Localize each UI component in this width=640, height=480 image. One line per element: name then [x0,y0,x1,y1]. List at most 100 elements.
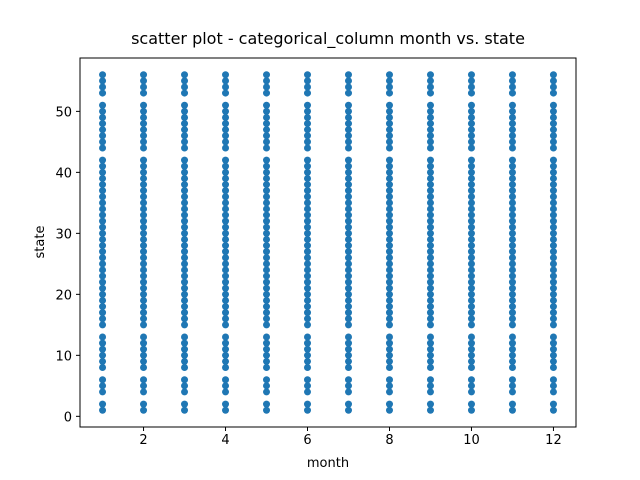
point [426,254,434,262]
point [263,242,271,250]
point [181,113,189,121]
point [181,229,189,237]
point [467,272,475,280]
point [385,290,393,298]
point [426,248,434,256]
point [181,217,189,225]
point [99,107,107,115]
point [467,144,475,152]
point [304,242,312,250]
point [222,101,230,109]
point [426,315,434,323]
point [426,144,434,152]
point [549,162,557,170]
point [467,193,475,201]
point [99,357,107,365]
point [263,120,271,128]
point [344,113,352,121]
point [263,254,271,262]
point [549,187,557,195]
point [508,364,516,372]
point [304,345,312,353]
point [467,187,475,195]
point [344,193,352,201]
point [222,296,230,304]
point [549,223,557,231]
point [344,278,352,286]
point [549,89,557,97]
point [385,406,393,414]
point [99,120,107,128]
point [385,339,393,347]
point [385,89,393,97]
point [263,71,271,79]
point [99,278,107,286]
point [467,400,475,408]
point [304,248,312,256]
point [304,376,312,384]
point [140,400,148,408]
point [181,71,189,79]
point [508,113,516,121]
point [263,235,271,243]
point [99,89,107,97]
point [549,132,557,140]
point [467,71,475,79]
point [99,303,107,311]
point [467,235,475,243]
point [263,156,271,164]
point [426,217,434,225]
point [344,101,352,109]
point [508,400,516,408]
point [549,235,557,243]
point [549,296,557,304]
point [344,290,352,298]
point [508,388,516,396]
point [467,101,475,109]
point [222,120,230,128]
point [508,71,516,79]
point [99,162,107,170]
point [508,376,516,384]
point [181,187,189,195]
point [385,321,393,329]
point [344,309,352,317]
point [263,181,271,189]
point [549,333,557,341]
point [99,400,107,408]
point [99,260,107,268]
point [263,333,271,341]
point [426,181,434,189]
point [140,260,148,268]
point [181,101,189,109]
point [99,144,107,152]
point [304,388,312,396]
point [508,382,516,390]
point [263,248,271,256]
y-tick-label: 50 [55,105,72,120]
point [181,357,189,365]
point [99,235,107,243]
point [263,357,271,365]
point [344,89,352,97]
point [181,351,189,359]
point [385,193,393,201]
point [385,242,393,250]
point [467,309,475,317]
point [222,144,230,152]
point [426,309,434,317]
point [549,138,557,146]
point [385,248,393,256]
point [549,254,557,262]
y-tick-label: 30 [55,227,72,242]
point [467,168,475,176]
point [508,333,516,341]
point [263,284,271,292]
y-axis-label: state [33,226,48,259]
point [222,400,230,408]
point [263,83,271,91]
point [508,205,516,213]
point [385,400,393,408]
point [426,174,434,182]
point [344,364,352,372]
